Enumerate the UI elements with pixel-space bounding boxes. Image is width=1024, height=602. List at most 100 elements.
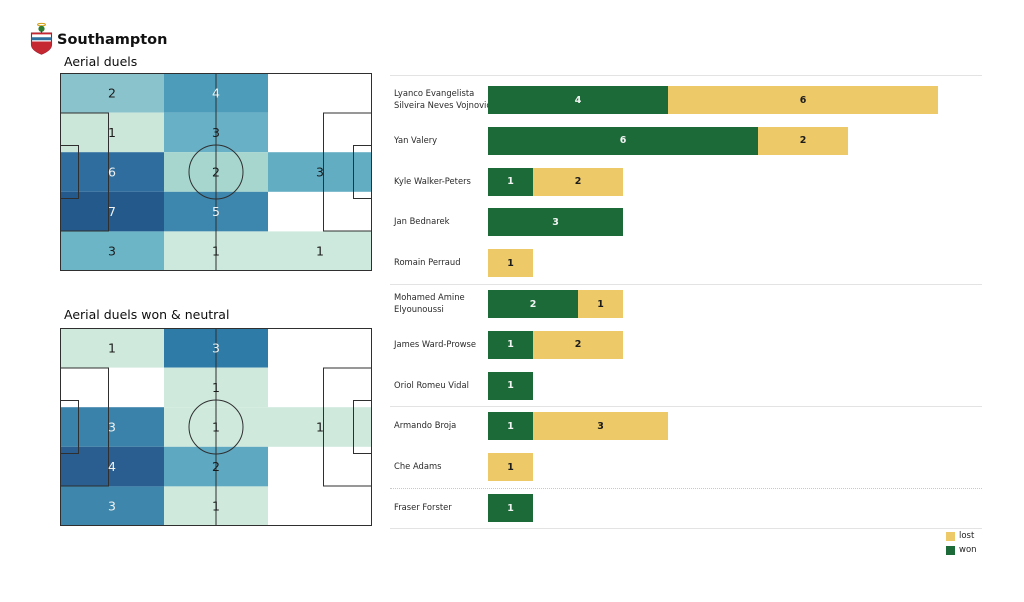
heatmap-cell-value: 3: [108, 244, 116, 259]
heatmap-cell: [60, 152, 164, 192]
heatmap-cell: [60, 231, 164, 271]
player-label-line: Fraser Forster: [394, 502, 452, 513]
player-label: Armando Broja: [394, 406, 456, 446]
player-label-line: Jan Bednarek: [394, 217, 450, 228]
bar-segment-won: 1: [488, 494, 533, 522]
pitch-marking: [353, 145, 372, 199]
bar-value: 1: [507, 461, 514, 473]
heatmap-cell-value: 2: [212, 459, 220, 474]
bar-value: 6: [619, 135, 627, 147]
bar-segment-won: 1: [488, 371, 533, 400]
bar-segment-won: 1: [488, 167, 533, 196]
heatmap-cell-value: 3: [212, 125, 220, 140]
pitch1-title: Aerial duels: [64, 54, 138, 69]
team-title: Southampton: [57, 32, 168, 48]
heatmap-cell-value: 1: [108, 125, 116, 140]
bar-value: 1: [507, 176, 514, 188]
player-label: Kyle Walker-Peters: [394, 162, 471, 202]
player-label-line: Oriol Romeu Vidal: [394, 380, 469, 391]
bar-value: 1: [507, 380, 514, 392]
bar-segment-won: 6: [488, 126, 758, 155]
player-label: James Ward-Prowse: [394, 325, 476, 365]
heatmap-cell: [60, 328, 164, 368]
duels-bar-chart: lost won Lyanco Evangelista Silveira Neves…: [390, 0, 982, 602]
player-label: Romain Perraud: [394, 243, 461, 283]
legend-swatch: [946, 531, 955, 541]
player-label: Oriol Romeu Vidal: [394, 366, 469, 406]
bar-segment-won: 2: [488, 290, 578, 318]
group-divider: [390, 75, 982, 76]
legend-label: won: [959, 545, 977, 555]
bar-value: 1: [597, 298, 604, 310]
chart-legend: lost won: [946, 529, 977, 557]
heatmap-cell-value: 3: [212, 340, 220, 355]
bar-value: 1: [507, 339, 514, 351]
bar-segment-won: 1: [488, 330, 533, 359]
bar-value: 6: [799, 94, 807, 106]
bar-segment-lost: 3: [533, 412, 668, 441]
player-label-line: Kyle Walker-Peters: [394, 176, 471, 187]
bar-segment-won: 1: [488, 412, 533, 441]
pitch-marking: [188, 399, 244, 455]
heatmap-cell-value: 4: [212, 85, 220, 100]
bar-value: 2: [574, 339, 582, 351]
player-label-line: Lyanco Evangelista: [394, 88, 475, 99]
heatmap-cell: [60, 73, 164, 113]
group-divider: [390, 283, 982, 285]
player-label-line: James Ward-Prowse: [394, 339, 477, 350]
heatmap-cell-value: 2: [212, 165, 220, 180]
bar-value: 4: [574, 94, 582, 106]
bar-segment-lost: 2: [758, 126, 848, 155]
bar-segment-lost: 1: [578, 290, 623, 318]
heatmap-cell-value: 3: [316, 165, 324, 180]
player-label-line: Armando Broja: [394, 421, 457, 432]
pitch-marking: [353, 400, 372, 454]
player-label-line: Che Adams: [394, 462, 442, 473]
heatmap-cell: [268, 231, 372, 271]
bar-value: 1: [507, 502, 514, 514]
bar-segment-won: 4: [488, 86, 668, 114]
legend-swatch: [946, 545, 955, 555]
player-label: Lyanco Evangelista Silveira Neves Vojnovi…: [394, 80, 491, 120]
heatmap-cell: [268, 407, 372, 447]
bar-value: 2: [574, 176, 582, 188]
bar-segment-lost: 1: [488, 453, 533, 482]
southampton-crest-icon: [30, 22, 53, 55]
pitch-marking: [60, 145, 79, 199]
pitch-marking: [188, 144, 244, 200]
bar-value: 2: [529, 298, 537, 310]
heatmap-cell-value: 1: [212, 380, 220, 395]
heatmap-cell-value: 1: [316, 420, 324, 435]
player-label: Fraser Forster: [394, 488, 452, 528]
heatmap-cell-value: 7: [108, 204, 116, 219]
heatmap-cell: [268, 152, 372, 192]
player-label: Che Adams: [394, 447, 442, 487]
heatmap-cell-value: 3: [108, 420, 116, 435]
player-label-line: Elyounoussi: [394, 305, 444, 315]
player-label-line: Silveira Neves Vojnović: [394, 101, 491, 111]
bar-segment-lost: 1: [488, 249, 533, 278]
group-divider: [390, 528, 982, 530]
bar-segment-won: 3: [488, 208, 623, 237]
heatmap-cell-value: 1: [212, 420, 220, 435]
player-label-line: Yan Valery: [394, 135, 438, 146]
player-label: Jan Bednarek: [394, 202, 449, 242]
heatmap-cell-value: 1: [212, 244, 220, 259]
bar-segment-lost: 2: [533, 167, 623, 196]
heatmap-cell: [60, 486, 164, 526]
heatmap-cell-value: 5: [212, 204, 220, 219]
bar-value: 2: [799, 135, 807, 147]
bar-segment-lost: 2: [533, 330, 623, 359]
heatmap-cell-value: 4: [108, 459, 116, 474]
legend-item-lost: lost: [946, 529, 977, 543]
heatmap-cell-value: 2: [108, 85, 116, 100]
group-divider: [390, 406, 982, 407]
legend-label: lost: [959, 531, 975, 541]
bar-value: 1: [507, 257, 514, 269]
legend-item-won: won: [946, 543, 977, 557]
bar-value: 1: [507, 420, 514, 432]
bar-value: 3: [552, 216, 559, 228]
pitch2-title: Aerial duels won & neutral: [64, 307, 230, 322]
bar-value: 3: [597, 420, 604, 432]
